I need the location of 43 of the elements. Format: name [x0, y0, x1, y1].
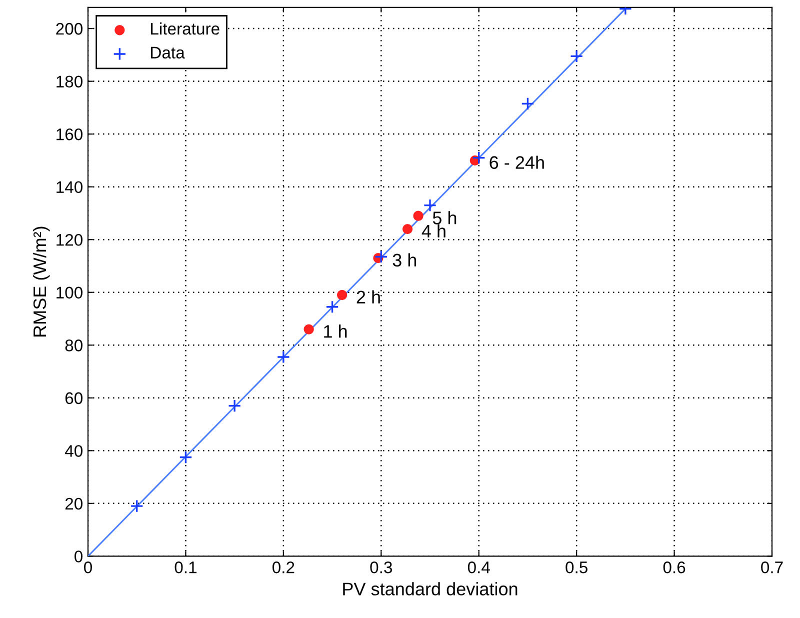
x-tick-label: 0.5 — [566, 562, 588, 574]
annotation: 3 h — [392, 253, 416, 267]
legend-label: Data — [151, 46, 185, 59]
point — [304, 324, 314, 334]
y-tick-label: 140 — [56, 181, 82, 194]
point — [179, 450, 192, 464]
point — [472, 151, 486, 164]
x-tick-label: 0.1 — [174, 562, 196, 574]
x-tick-label: 0.3 — [370, 562, 392, 574]
point — [276, 350, 290, 364]
point — [326, 300, 339, 314]
annotation: 1 h — [324, 324, 347, 338]
point — [336, 290, 348, 300]
x-tick-label: 0.2 — [272, 562, 294, 574]
y-tick-label: 100 — [56, 286, 82, 299]
y-tick-label: 0 — [74, 550, 82, 562]
y-tick-label: 80 — [65, 340, 82, 352]
point — [228, 399, 242, 412]
x-tick-label: 0.6 — [663, 562, 686, 574]
y-tick-label: 120 — [56, 234, 82, 246]
point — [130, 499, 144, 513]
annotation: 6 - 24h — [490, 156, 544, 169]
x-axis-title: PV standard deviation — [343, 582, 518, 596]
annotation: 4 h — [422, 224, 446, 238]
legend-label: Literature — [151, 22, 220, 35]
annotation: 2 h — [356, 290, 380, 304]
point — [374, 250, 388, 264]
y-tick-label: 60 — [65, 392, 82, 404]
y-tick-label: 180 — [56, 76, 82, 88]
annotation: 5 h — [432, 211, 456, 224]
x-tick-label: 0.7 — [761, 562, 783, 574]
y-tick-label: 160 — [56, 128, 82, 140]
y-axis-title: RMSE (W/m²) — [32, 226, 50, 336]
y-tick-label: 20 — [65, 498, 82, 510]
y-tick-label: 40 — [64, 445, 82, 457]
point — [423, 198, 437, 212]
point — [402, 224, 413, 234]
x-tick-label: 0 — [84, 562, 92, 574]
point — [413, 210, 424, 221]
y-tick-label: 200 — [56, 22, 82, 35]
x-tick-label: 0.4 — [468, 562, 490, 574]
point — [570, 50, 584, 63]
point — [521, 97, 534, 110]
